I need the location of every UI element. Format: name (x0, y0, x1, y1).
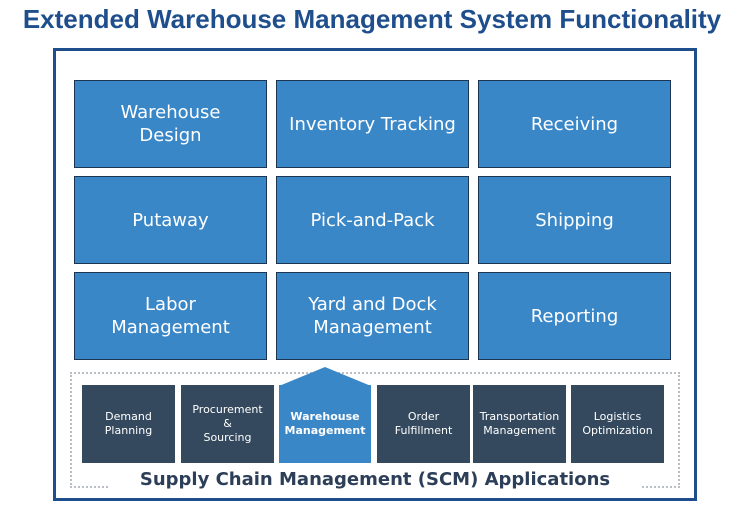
app-transportation-management: Transportation Management (473, 385, 566, 463)
function-tile-warehouse-design: Warehouse Design (74, 80, 267, 168)
function-tile-labor-management: Labor Management (74, 272, 267, 360)
app-order-fulfillment: Order Fulfillment (377, 385, 470, 463)
app-procurement-sourcing: Procurement & Sourcing (181, 385, 274, 463)
function-tile-receiving: Receiving (478, 80, 671, 168)
active-arrow-icon (279, 367, 371, 386)
function-tile-reporting: Reporting (478, 272, 671, 360)
function-tile-inventory-tracking: Inventory Tracking (276, 80, 469, 168)
app-logistics-optimization: Logistics Optimization (571, 385, 664, 463)
function-tile-putaway: Putaway (74, 176, 267, 264)
scm-caption: Supply Chain Management (SCM) Applicatio… (110, 469, 640, 490)
function-tile-yard-dock: Yard and Dock Management (276, 272, 469, 360)
app-demand-planning: Demand Planning (82, 385, 175, 463)
diagram-title: Extended Warehouse Management System Fun… (22, 4, 722, 34)
app-warehouse-management: Warehouse Management (279, 385, 371, 463)
function-tile-shipping: Shipping (478, 176, 671, 264)
function-tile-pick-and-pack: Pick-and-Pack (276, 176, 469, 264)
